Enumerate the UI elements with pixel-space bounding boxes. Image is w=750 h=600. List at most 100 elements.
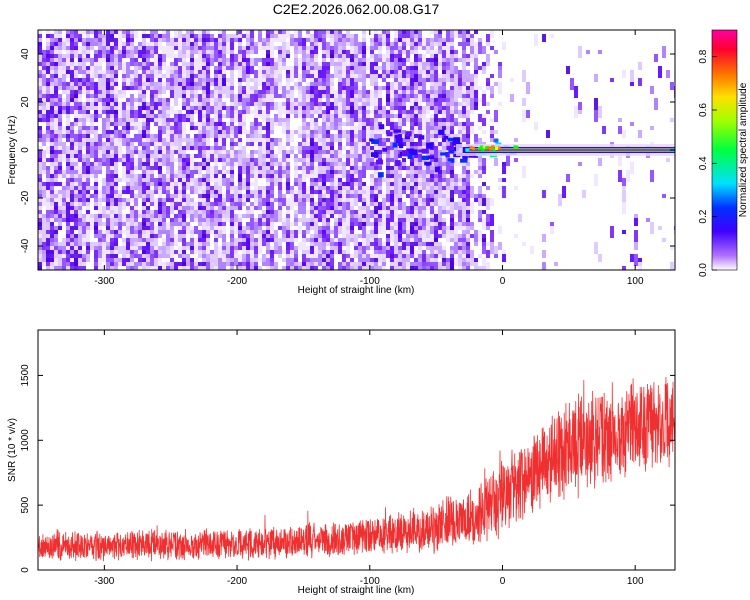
spectrogram-cell xyxy=(262,74,266,78)
spectrogram-cell xyxy=(478,218,482,222)
spectrogram-cell xyxy=(130,70,134,74)
spectrogram-cell xyxy=(410,42,414,46)
spectrogram-cell xyxy=(206,242,210,246)
spectrogram-cell xyxy=(158,118,162,126)
spectrogram-cell xyxy=(458,42,462,46)
spectrogram-cell xyxy=(206,130,210,142)
spectrogram-cell xyxy=(286,110,290,114)
spectrogram-cell xyxy=(226,82,230,86)
spectrogram-cell xyxy=(270,190,274,194)
spectrogram-cell xyxy=(298,106,302,118)
spectrogram-cell xyxy=(122,154,126,158)
spectrogram-cell xyxy=(370,266,374,270)
spectrogram-cell xyxy=(430,218,434,222)
spectrogram-cell xyxy=(366,254,370,262)
spectrogram-cell xyxy=(42,50,46,58)
spectrogram-cell xyxy=(474,102,478,110)
spectrogram-cell xyxy=(94,114,98,118)
spectrogram-cell xyxy=(142,98,146,102)
spectrogram-cell xyxy=(50,198,54,202)
spectrogram-cell xyxy=(366,262,370,270)
spectrogram-cell xyxy=(262,254,266,258)
spectrogram-cell xyxy=(218,58,222,62)
spectrogram-cell xyxy=(254,190,258,202)
spectrogram-cell xyxy=(550,226,554,234)
spectrogram-cell xyxy=(274,122,278,126)
spectrogram-cell xyxy=(158,42,162,50)
spectrogram-cell xyxy=(130,50,134,62)
spectrogram-cell xyxy=(174,206,178,210)
spectrogram-cell xyxy=(94,186,98,190)
spectrogram-cell xyxy=(314,246,318,254)
spectrogram-cell xyxy=(278,82,282,90)
spectrogram-cell xyxy=(178,262,182,266)
spectrogram-cell xyxy=(206,114,210,118)
spectrogram-cell xyxy=(362,110,366,122)
spectrogram-cell xyxy=(490,94,494,98)
spectrogram-cell xyxy=(262,142,266,154)
spectrogram-cell xyxy=(122,86,126,90)
spectrogram-cell xyxy=(254,114,258,118)
spectrogram-cell xyxy=(414,94,418,98)
spectrogram-cell xyxy=(470,38,474,46)
spectrogram-cell xyxy=(258,34,262,42)
spectrogram-cell xyxy=(82,234,86,238)
spectrogram-cell xyxy=(238,182,242,194)
spectrogram-cell xyxy=(58,138,62,142)
spectrogram-cell xyxy=(346,182,350,186)
spectrogram-cell xyxy=(106,158,110,170)
spectrogram-cell xyxy=(334,194,338,202)
spectrogram-cell xyxy=(210,178,214,182)
spectrogram-cell xyxy=(330,182,334,186)
spectrogram-cell xyxy=(198,78,202,86)
spectrogram-cell xyxy=(466,198,470,210)
spectrogram-cell xyxy=(210,222,214,230)
spectrogram-cell xyxy=(246,66,250,74)
spectrogram-cell xyxy=(182,126,186,130)
spectrogram-cell xyxy=(166,102,170,106)
spectrogram-cell xyxy=(118,102,122,114)
spectrogram-cell xyxy=(242,126,246,130)
spectrogram-cell xyxy=(70,106,74,114)
spectrogram-cell xyxy=(354,66,358,74)
spectrogram-cell xyxy=(66,130,70,134)
spectrogram-cell xyxy=(290,254,294,258)
spectrogram-cell xyxy=(374,94,378,98)
spectrogram-cell xyxy=(386,218,390,230)
spectrogram-cell xyxy=(438,86,442,94)
spectrogram-cell xyxy=(366,126,370,138)
spectrogram-cell xyxy=(50,130,54,134)
spectrogram-cell xyxy=(218,218,222,222)
spectrogram-cell xyxy=(430,74,434,86)
spectrogram-cell xyxy=(62,174,66,178)
spectrogram-cell xyxy=(626,170,630,182)
spectrogram-cell xyxy=(50,50,54,54)
spectrogram-cell xyxy=(186,186,190,190)
spectrogram-cell xyxy=(210,118,214,126)
spectrogram-cell xyxy=(650,126,654,130)
spectrogram-cell xyxy=(150,174,154,178)
spectrogram-cell xyxy=(210,94,214,98)
spectrogram-cell xyxy=(394,74,398,78)
spectrogram-cell xyxy=(90,30,94,34)
spectrogram-cell xyxy=(242,34,246,38)
spectrogram-cell xyxy=(310,122,314,130)
spectrogram-cell xyxy=(514,138,518,142)
spectrogram-cell xyxy=(82,30,86,34)
spectrogram-cell xyxy=(426,46,430,54)
spectrogram-cell xyxy=(410,30,414,34)
spectrogram-cell xyxy=(150,54,154,58)
spectrogram-cell xyxy=(254,50,258,54)
spectrogram-cell xyxy=(266,242,270,246)
spectrogram-cell xyxy=(246,58,250,62)
spectrogram-cell xyxy=(302,50,306,62)
spectrogram-cell xyxy=(46,202,50,210)
spectrogram-cell xyxy=(74,54,78,58)
spectrogram-cell xyxy=(82,142,86,146)
spectrogram-cell xyxy=(194,38,198,42)
spectrogram-cell xyxy=(234,94,238,106)
spectrogram-cell xyxy=(126,114,130,118)
spectrogram-cell xyxy=(98,102,102,106)
spectrogram-cell xyxy=(278,30,282,34)
spectrogram-cell xyxy=(234,38,238,42)
